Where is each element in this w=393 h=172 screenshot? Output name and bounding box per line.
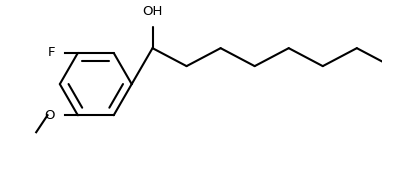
Text: F: F [48,46,55,60]
Text: O: O [44,109,55,122]
Text: OH: OH [142,5,163,18]
